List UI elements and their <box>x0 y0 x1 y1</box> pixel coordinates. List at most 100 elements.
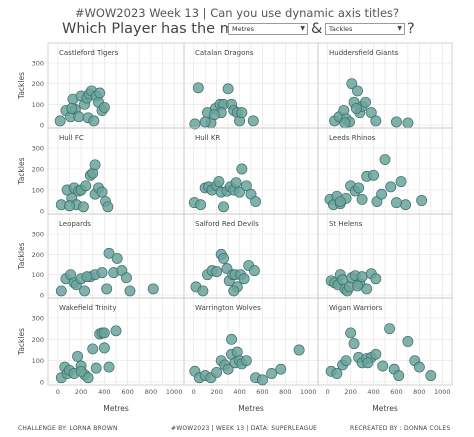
x-axis-title: Metres <box>238 404 264 413</box>
y-tick-label: 300 <box>32 60 44 68</box>
scatter-point <box>124 285 136 297</box>
y-tick-label: 300 <box>32 231 44 239</box>
x-tick-label: 600 <box>121 388 133 396</box>
x-tick-label: 0 <box>326 388 330 396</box>
y-measure-selected: Tackles <box>329 25 353 33</box>
panel-team-label: Wakefield Trinity <box>59 304 117 312</box>
y-tick-label: 100 <box>32 101 44 109</box>
scatter-point <box>81 271 93 283</box>
scatter-point <box>101 283 113 295</box>
scatter-point <box>55 285 67 297</box>
y-tick-label: 0 <box>40 379 44 387</box>
panel-border <box>317 297 453 386</box>
scatter-point <box>350 103 362 114</box>
y-tick-label: 100 <box>32 357 44 365</box>
scatter-point <box>236 107 248 119</box>
scatter-point <box>96 267 108 279</box>
footer-center: #WOW2023 | WEEK 13 | DATA: SUPERLEAGUE <box>171 425 318 432</box>
y-tick-label: 0 <box>40 122 44 130</box>
scatter-point <box>352 85 363 97</box>
x-tick-label: 200 <box>210 388 222 396</box>
scatter-point <box>89 159 101 171</box>
y-tick-label: 300 <box>32 145 44 153</box>
x-tick-label: 1000 <box>300 388 317 396</box>
scatter-point <box>236 163 248 175</box>
footer-recreated: RECREATED BY : DONNA COLES <box>350 425 451 432</box>
scatter-point <box>211 366 223 378</box>
x-tick-label: 1000 <box>166 388 183 396</box>
scatter-point <box>334 196 346 207</box>
scatter-point <box>147 283 159 295</box>
scatter-point <box>195 199 207 211</box>
scatter-point <box>247 115 259 127</box>
x-tick-label: 0 <box>56 388 60 396</box>
scatter-point <box>66 103 78 114</box>
dashboard-title-row: Which Player has the most Metres ▼ & Tac… <box>0 19 474 39</box>
panel-team-label: Catalan Dragons <box>195 49 254 57</box>
scatter-point <box>98 342 110 354</box>
scatter-point <box>413 361 425 373</box>
scatter-point <box>339 117 351 129</box>
scatter-point <box>73 111 85 123</box>
scatter-point <box>80 180 92 192</box>
footer-challenge: CHALLENGE BY: LORNA BROWN <box>18 425 118 432</box>
scatter-point <box>96 186 108 198</box>
scatter-point <box>230 177 242 189</box>
scatter-point <box>79 285 91 297</box>
scatter-point <box>240 180 252 192</box>
x-tick-label: 600 <box>390 388 402 396</box>
scatter-point <box>98 327 110 339</box>
chevron-down-icon: ▼ <box>300 25 305 32</box>
scatter-point <box>402 117 414 129</box>
scatter-point <box>234 186 245 198</box>
y-tick-label: 200 <box>32 80 44 88</box>
x-tick-label: 0 <box>192 388 196 396</box>
scatter-point <box>213 176 225 188</box>
scatter-point <box>111 252 123 264</box>
y-measure-dropdown[interactable]: Tackles ▼ <box>325 23 405 35</box>
y-tick-label: 200 <box>32 166 44 174</box>
scatter-point <box>218 201 229 213</box>
scatter-point <box>222 363 234 375</box>
scatter-point <box>416 195 428 206</box>
y-tick-label: 300 <box>32 315 44 323</box>
scatter-point <box>98 101 110 113</box>
panel-team-label: Castleford Tigers <box>59 49 119 57</box>
panel-team-label: Wigan Warriors <box>329 304 383 312</box>
scatter-point <box>353 182 365 194</box>
x-measure-dropdown[interactable]: Metres ▼ <box>228 23 308 35</box>
scatter-point <box>228 285 240 297</box>
y-axis-title: Tackles <box>17 72 26 100</box>
scatter-point <box>250 196 262 207</box>
scatter-point <box>356 193 368 205</box>
scatter-point <box>356 271 368 283</box>
x-tick-label: 200 <box>344 388 356 396</box>
x-tick-label: 1000 <box>434 388 451 396</box>
scatter-point <box>362 357 374 369</box>
scatter-point <box>340 355 352 367</box>
scatter-point <box>345 327 357 339</box>
question-connector: & <box>311 21 323 37</box>
x-tick-label: 800 <box>145 388 157 396</box>
scatter-point <box>75 365 87 377</box>
scatter-point <box>393 370 405 382</box>
scatter-point <box>331 368 343 379</box>
scatter-point <box>368 169 379 181</box>
scatter-point <box>211 266 223 278</box>
panel-team-label: Leopards <box>59 220 91 228</box>
scatter-point <box>64 200 75 212</box>
scatter-point <box>379 154 391 165</box>
scatter-point <box>346 78 358 90</box>
scatter-point <box>87 343 99 355</box>
y-axis-title: Tackles <box>17 242 26 270</box>
chevron-down-icon: ▼ <box>397 25 402 32</box>
scatter-point <box>400 199 412 211</box>
scatter-point <box>218 252 229 264</box>
y-tick-label: 100 <box>32 187 44 195</box>
scatter-point <box>240 355 252 367</box>
scatter-point <box>72 350 84 362</box>
panel-team-label: Hull KR <box>195 134 220 142</box>
scatter-point <box>385 181 397 193</box>
scatter-point <box>248 265 260 277</box>
x-tick-label: 600 <box>256 388 268 396</box>
